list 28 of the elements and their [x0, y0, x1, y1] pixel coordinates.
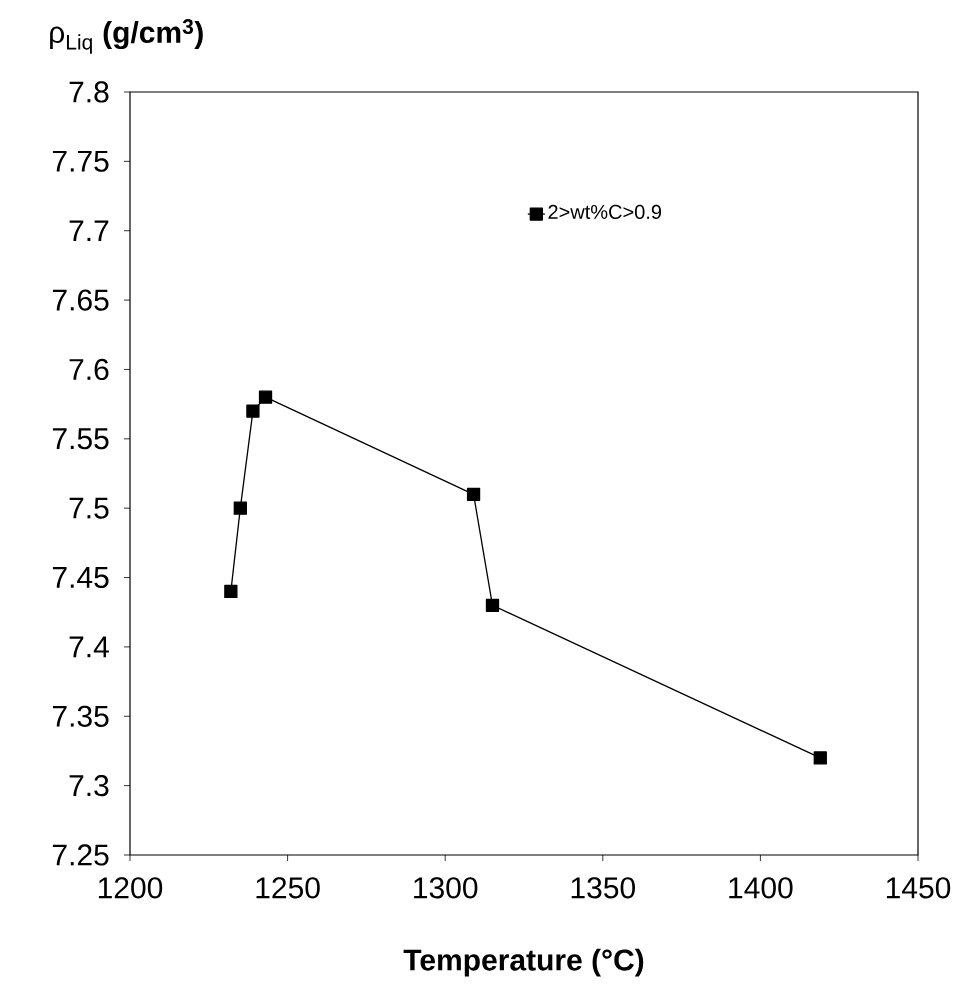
y-tick-label: 7.7: [69, 220, 109, 242]
x-tick-label: 1250: [256, 877, 320, 899]
x-tick-label: 1450: [886, 877, 951, 899]
y-tick-label: 7.55: [52, 428, 109, 450]
y-tick-label: 7.45: [52, 567, 109, 589]
x-tick-label: 1350: [571, 877, 635, 899]
text: ρ$_{Liq}$ (g/cm$^{3}$): [50, 19, 203, 54]
point: [233, 501, 247, 515]
y-tick-label: 7.25: [52, 844, 109, 866]
point: [466, 487, 481, 501]
y-tick-label: 7.3: [69, 775, 109, 797]
y-tick-label: 7.8: [69, 81, 109, 103]
y-tick-label: 7.6: [69, 358, 109, 381]
y-tick-label: 7.75: [52, 150, 109, 172]
x-tick-label: 1400: [729, 877, 793, 899]
y-tick-label: 7.35: [52, 705, 109, 727]
point: [813, 751, 827, 765]
y-tick-label: 7.4: [69, 636, 109, 658]
point: [485, 598, 500, 612]
y-tick-label: 7.65: [52, 289, 109, 311]
legend-label: 2>wt%C>0.9: [548, 204, 662, 220]
x-tick-label: 1200: [98, 877, 163, 899]
x-axis-title: Temperature (°C): [403, 948, 644, 977]
x-tick-label: 1300: [414, 877, 478, 899]
point: [224, 584, 238, 599]
y-tick-label: 7.5: [69, 497, 109, 519]
point: [258, 390, 273, 404]
point: [246, 404, 260, 418]
